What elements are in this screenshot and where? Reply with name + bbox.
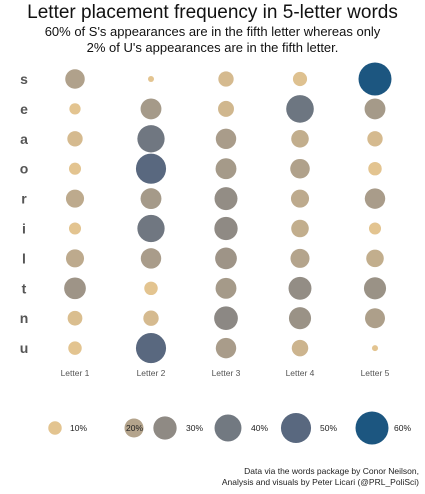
bubble-i-2 [137, 214, 165, 243]
y-tick-label-l: l [22, 250, 26, 266]
y-tick-label-e: e [20, 101, 28, 117]
bubble-t-1 [64, 277, 86, 300]
bubble-a-2 [137, 125, 165, 153]
y-tick-label-a: a [20, 131, 28, 147]
subtitle-line-1: 60% of S's appearances are in the fifth … [44, 24, 381, 39]
bubble-s-4 [292, 71, 308, 87]
legend-key-30 [153, 416, 177, 440]
bubble-i-5 [368, 222, 382, 235]
x-tick-label-1: Letter 1 [61, 368, 90, 378]
bubble-n-4 [288, 307, 312, 330]
bubble-s-3 [218, 71, 234, 87]
legend-key-10 [48, 421, 62, 435]
legend-label-50: 50% [320, 423, 337, 433]
bubble-e-2 [140, 98, 162, 120]
bubble-r-2 [140, 188, 162, 210]
bubble-u-5 [371, 345, 379, 352]
legend-key-40 [214, 414, 242, 442]
bubble-a-4 [291, 130, 309, 148]
bubble-n-3 [214, 306, 238, 331]
bubble-a-5 [367, 131, 383, 147]
bubble-s-2 [147, 75, 155, 83]
caption-line-2: Analysis and visuals by Peter Licari (@P… [221, 477, 419, 487]
bubble-l-1 [65, 249, 85, 268]
bubble-t-5 [363, 277, 387, 300]
x-tick-label-3: Letter 3 [212, 368, 241, 378]
y-tick-label-o: o [20, 161, 29, 177]
legend-label-40: 40% [251, 423, 268, 433]
bubble-u-3 [215, 337, 237, 359]
bubble-u-1 [68, 341, 82, 355]
caption-line-1: Data via the words package by Conor Neil… [244, 466, 419, 476]
bubble-e-3 [218, 100, 234, 117]
bubble-o-5 [368, 161, 382, 176]
bubble-e-4 [286, 95, 314, 123]
y-tick-label-n: n [20, 310, 29, 326]
x-tick-label-4: Letter 4 [286, 368, 315, 378]
y-tick-label-t: t [22, 280, 27, 296]
legend-key-50 [280, 412, 312, 444]
bubble-l-2 [140, 248, 162, 269]
bubble-l-4 [290, 248, 310, 268]
legend-key-20 [124, 418, 144, 438]
bubble-o-4 [290, 158, 310, 179]
bubble-n-2 [143, 310, 159, 326]
bubble-a-1 [67, 131, 83, 147]
bubble-t-2 [144, 281, 158, 296]
chart-caption: Data via the words package by Conor Neil… [222, 466, 419, 488]
bubble-i-3 [214, 216, 238, 241]
bubble-r-1 [65, 189, 85, 208]
chart-subtitle: 60% of S's appearances are in the fifth … [0, 24, 425, 56]
bubble-u-2 [135, 333, 167, 364]
bubble-o-1 [68, 162, 82, 175]
bubble-t-3 [215, 277, 237, 299]
legend-label-60: 60% [394, 423, 411, 433]
legend-label-30: 30% [186, 423, 203, 433]
bubble-o-3 [215, 158, 237, 180]
bubble-u-4 [291, 339, 309, 357]
legend-label-10: 10% [70, 423, 87, 433]
bubble-r-5 [364, 188, 386, 209]
bubble-e-1 [69, 103, 81, 115]
legend-label-20: 20% [126, 423, 143, 433]
chart-title: Letter placement frequency in 5-letter w… [27, 2, 398, 23]
bubble-n-5 [365, 308, 385, 329]
bubble-t-4 [288, 276, 312, 300]
bubble-i-1 [68, 222, 82, 235]
bubble-l-5 [366, 249, 384, 268]
y-tick-label-i: i [22, 221, 26, 237]
bubble-s-1 [65, 69, 85, 89]
bubble-e-5 [364, 98, 386, 120]
x-tick-label-5: Letter 5 [361, 368, 390, 378]
y-tick-label-r: r [21, 191, 27, 207]
bubble-i-4 [291, 219, 309, 238]
bubble-n-1 [67, 310, 83, 326]
x-tick-label-2: Letter 2 [137, 368, 166, 378]
bubble-s-5 [358, 62, 392, 96]
bubble-l-3 [215, 247, 237, 270]
bubble-r-3 [214, 187, 238, 211]
bubble-r-4 [290, 189, 310, 208]
bubble-a-3 [215, 128, 237, 150]
bubble-o-2 [135, 153, 167, 184]
y-tick-label-u: u [20, 340, 29, 356]
legend-key-60 [355, 411, 389, 445]
y-tick-label-s: s [20, 71, 28, 87]
subtitle-line-2: 2% of U's appearances are in the fifth l… [86, 40, 339, 55]
